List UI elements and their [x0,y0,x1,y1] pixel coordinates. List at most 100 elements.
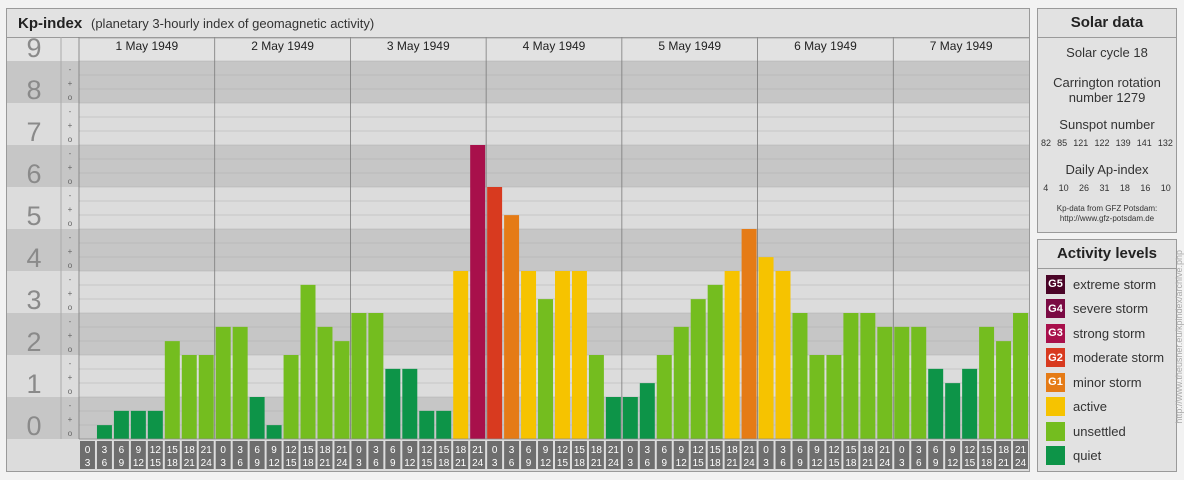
time-slot-start: 3 [237,445,243,456]
time-slot-start: 6 [254,445,260,456]
time-slot-box [300,441,316,469]
day-label: 1 May 1949 [115,39,178,53]
y-tick-label: 7 [26,117,41,147]
time-slot-box [215,441,231,469]
third-tick-label: + [68,289,73,298]
time-slot-end: 12 [404,458,416,469]
legend-item: G3 strong storm [1046,322,1145,344]
legend-label: quiet [1073,448,1102,463]
time-slot-end: 9 [526,458,532,469]
time-slot-start: 18 [862,445,874,456]
kp-bar [266,425,282,439]
time-slot-start: 18 [727,445,739,456]
time-slot-end: 18 [845,458,857,469]
sunspot-value: 121 [1073,138,1089,148]
time-slot-start: 9 [950,445,956,456]
time-slot-box [945,441,961,469]
time-slot-end: 18 [438,458,450,469]
y-tick-label: 8 [26,75,41,105]
watermark: http://www.theusner.eu/kpindex/archive.p… [1174,250,1184,424]
time-slot-box [164,441,180,469]
time-slot-end: 3 [220,458,226,469]
kp-bar [147,410,163,439]
legend-item: G1 minor storm [1046,371,1142,393]
sunspot-value: 132 [1157,138,1173,148]
kp-bar [538,299,553,439]
time-slot-end: 15 [285,458,297,469]
time-slot-box [453,441,469,469]
legend-label: strong storm [1073,325,1146,341]
time-slot-end: 21 [319,458,331,469]
time-slot-box [605,441,621,469]
time-slot-end: 21 [184,458,196,469]
time-slot-start: 15 [438,445,450,456]
kp-bar [843,313,859,439]
time-slot-box [843,441,859,469]
kp-bar [96,425,112,439]
time-slot-start: 21 [336,445,348,456]
legend-label: moderate storm [1073,350,1165,365]
third-tick-label: - [69,107,72,116]
chart-title: Kp-index [18,15,83,32]
third-tick-label: o [68,303,73,312]
time-slot-start: 12 [557,445,569,456]
kp-bar [962,368,978,439]
ap-value: 10 [1160,183,1171,193]
kp-bar [809,355,825,439]
time-slot-end: 18 [167,458,179,469]
third-tick-label: + [68,163,73,172]
legend-item: active [1046,396,1107,418]
time-slot-start: 3 [780,445,786,456]
third-tick-label: o [68,93,73,102]
ap-value: 16 [1140,183,1151,193]
time-slot-end: 15 [693,458,705,469]
ap-values: 4 10 26 31 18 16 10 [1038,183,1176,193]
time-slot-start: 0 [899,445,905,456]
time-slot-end: 24 [472,458,484,469]
kp-bar [368,313,384,439]
y-tick-label: 2 [26,327,41,357]
third-tick-label: o [68,261,73,270]
time-slot-end: 24 [608,458,620,469]
kp-bar [928,368,944,439]
time-slot-start: 0 [492,445,498,456]
third-tick-label: o [68,429,73,438]
time-slot-box [911,441,927,469]
kp-bar [181,355,197,439]
time-slot-start: 21 [744,445,756,456]
time-slot-start: 0 [220,445,226,456]
time-slot-start: 18 [319,445,331,456]
time-slot-box [266,441,282,469]
chart-subtitle: (planetary 3-hourly index of geomagnetic… [91,16,375,31]
legend-swatch: G4 [1046,299,1065,318]
time-slot-box [996,441,1012,469]
third-tick-label: + [68,331,73,340]
legend-item: G2 moderate storm [1046,347,1164,369]
time-slot-start: 9 [271,445,277,456]
y-tick-label: 3 [26,285,41,315]
activity-levels-title: Activity levels [1038,240,1176,269]
time-slot-box [96,441,112,469]
kp-bar [894,326,910,439]
kp-bar [351,313,367,439]
time-slot-box [1013,441,1028,469]
kp-bar [402,368,418,439]
time-slot-end: 3 [492,458,498,469]
time-slot-end: 15 [421,458,433,469]
time-slot-start: 0 [628,445,634,456]
kp-bar [775,271,791,439]
kp-bar [283,355,299,439]
day-label: 2 May 1949 [251,39,314,53]
time-slot-start: 15 [981,445,993,456]
time-slot-start: 15 [574,445,586,456]
time-slot-box [334,441,350,469]
time-slot-end: 21 [998,458,1010,469]
time-slot-end: 24 [1015,458,1027,469]
legend-item: unsettled [1046,420,1126,442]
kp-bar [826,355,842,439]
kp-bar [656,355,672,439]
kp-bar [877,326,893,439]
legend-item: quiet [1046,445,1101,467]
time-slot-end: 18 [710,458,722,469]
